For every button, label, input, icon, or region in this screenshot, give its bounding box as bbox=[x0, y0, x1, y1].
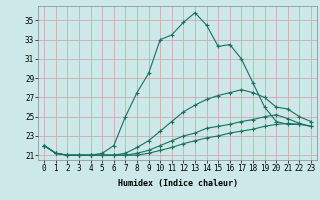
X-axis label: Humidex (Indice chaleur): Humidex (Indice chaleur) bbox=[118, 179, 238, 188]
